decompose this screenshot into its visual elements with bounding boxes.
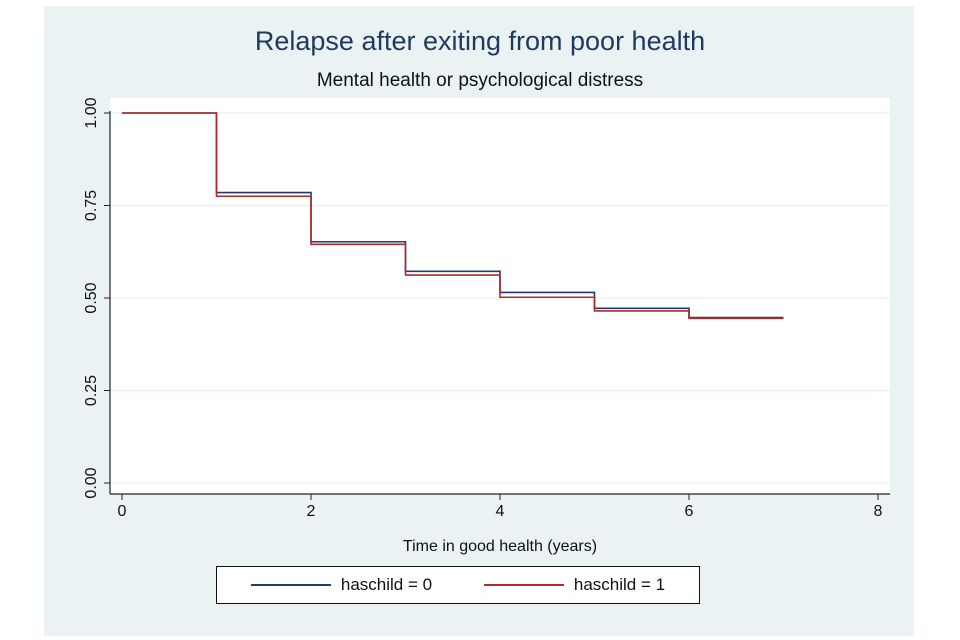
y-tick-label-2: 0.50	[83, 282, 100, 313]
y-tick-label-4: 1.00	[83, 97, 100, 128]
legend-swatch-series-1	[483, 584, 564, 586]
chart-subtitle: Mental health or psychological distress	[316, 70, 644, 91]
x-tick-label-1: 2	[307, 503, 316, 520]
legend-swatch-series-0	[250, 584, 331, 586]
chart-title: Relapse after exiting from poor health	[254, 26, 706, 56]
y-tick-label-0: 0.00	[83, 467, 100, 498]
x-tick-label-2: 4	[496, 503, 505, 520]
x-tick-label-0: 0	[118, 503, 127, 520]
legend: haschild = 0 haschild = 1	[216, 566, 700, 604]
legend-item-series-0: haschild = 0	[250, 575, 433, 595]
x-tick-label-3: 6	[685, 503, 694, 520]
series-line-0	[122, 112, 784, 319]
legend-label-series-0: haschild = 0	[340, 575, 433, 594]
x-tick-label-4: 8	[874, 503, 883, 520]
series-line-1	[122, 112, 784, 320]
legend-item-series-1: haschild = 1	[483, 575, 666, 595]
y-tick-label-3: 0.75	[83, 190, 100, 221]
y-tick-label-1: 0.25	[83, 375, 100, 406]
legend-label-series-1: haschild = 1	[573, 575, 666, 594]
x-axis-title: Time in good health (years)	[403, 538, 597, 555]
